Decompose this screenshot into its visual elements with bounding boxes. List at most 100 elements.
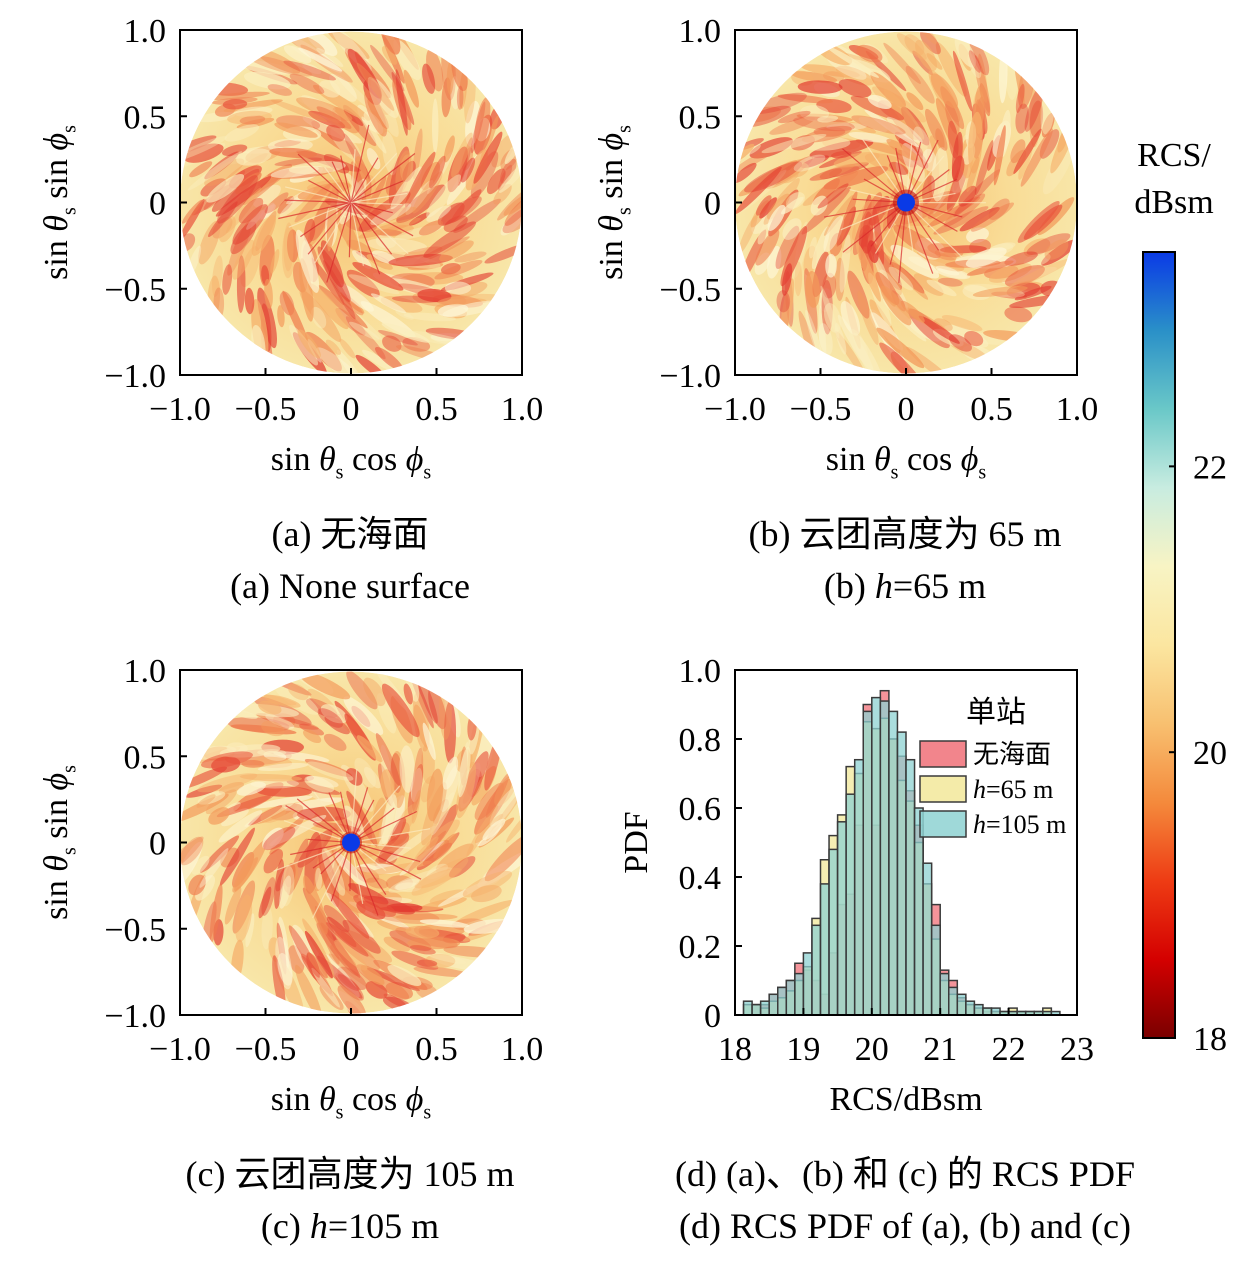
rcs-streak [735,166,782,215]
rcs-streak [360,965,385,986]
rcs-streak [456,85,464,110]
rcs-streak [782,218,802,240]
rcs-streak [261,907,273,950]
x-tick-label: 1.0 [501,391,544,428]
rcs-streak [377,919,412,932]
rcs-streak [304,930,333,979]
rcs-streak [239,115,266,125]
rcs-streak [399,745,416,793]
polar-panel-c: −1.0−1.0 −0.5 −0.5 0 0 0.5 0.5 1.0 1.0 sin θs cos… [38,653,543,1124]
rcs-streak [328,953,380,993]
rcs-streak [462,870,513,898]
rcs-streak [470,884,502,903]
rcs-streak [426,863,448,880]
rcs-streak [251,215,276,256]
rcs-streak [200,178,227,197]
rcs-streak [298,47,343,72]
rcs-streak [412,747,424,813]
rcs-ray [350,192,408,204]
y-tick-label: 0.5 [124,739,167,776]
legend-swatch [919,810,967,838]
rcs-streak [382,335,402,352]
rcs-streak [781,263,793,296]
rcs-ray [350,201,414,237]
rcs-streak [230,724,297,735]
rcs-streak [456,761,477,819]
rcs-streak [441,263,461,275]
rcs-streak [906,346,960,374]
rcs-streak [1041,239,1077,266]
rcs-streak [388,254,453,267]
rcs-streak [219,827,255,886]
rcs-streak [215,176,272,217]
rcs-streak [474,97,491,152]
rcs-streak [307,952,328,979]
rcs-streak [883,254,929,300]
rcs-streak [851,197,875,241]
rcs-streak [274,157,323,167]
rcs-streak [460,157,476,183]
rcs-streak [364,89,387,137]
rcs-streak [755,195,772,216]
rcs-streak [180,198,205,241]
rcs-streak [988,198,1010,220]
rcs-streak [269,815,327,846]
rcs-streak [321,847,346,896]
x-tick-label: 0 [898,391,915,428]
rcs-streak [299,258,314,322]
histogram-bar [819,883,830,1016]
y-tick-label: 0.2 [679,929,722,966]
rcs-streak [851,115,906,135]
histogram-bar [965,1000,976,1016]
y-tick-label: 0 [704,998,721,1035]
histogram-bar [973,1003,984,1016]
rcs-streak [264,278,273,309]
rcs-streak [805,309,822,358]
histogram-bar [845,793,856,1016]
rcs-streak [482,818,506,841]
rcs-streak [182,199,203,224]
rcs-streak [417,288,452,303]
histogram-bar [853,758,865,1016]
rcs-streak [1010,139,1026,164]
rcs-streak [311,306,327,329]
axes-frame [734,669,1078,1016]
rcs-streak [442,300,501,318]
y-tick-label: 1.0 [679,13,722,50]
rcs-streak [409,945,436,955]
colorbar-tick-label: 18 [1193,1021,1227,1058]
center-spot [897,193,915,212]
rcs-streak [314,905,340,965]
rcs-streak [390,166,422,210]
rcs-streak [457,746,471,798]
rcs-streak [346,269,380,298]
caption-d: (d) (a)、(b) 和 (c) 的 RCS PDF (d) RCS PDF … [605,1148,1205,1252]
rcs-streak [381,322,430,343]
rcs-streak [352,261,404,291]
rcs-streak [361,116,387,154]
rcs-streak [759,197,777,219]
rcs-streak [925,108,948,151]
rcs-streak [387,964,422,986]
rcs-streak [972,286,1028,297]
rcs-streak [383,936,411,952]
rcs-streak [966,156,980,193]
rcs-streak [790,71,838,83]
rcs-streak [491,134,516,168]
histogram-bar [930,924,941,1016]
rcs-streak [238,197,264,224]
rcs-streak [187,151,243,191]
rcs-streak [395,913,458,921]
rcs-streak [326,183,337,252]
rcs-streak [226,187,262,234]
rcs-streak [797,80,843,94]
rcs-streak [337,985,367,1014]
rcs-ray [350,810,418,844]
y-tick-label: 1.0 [124,13,167,50]
rcs-ray [898,202,907,284]
rcs-streak [330,944,357,970]
x-tick-label: 0.5 [970,391,1013,428]
rcs-streak [883,42,921,84]
rcs-disk [180,31,522,374]
rcs-streak [835,65,875,86]
